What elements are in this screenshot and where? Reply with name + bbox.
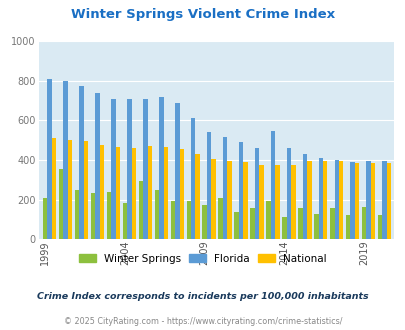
- Bar: [302, 154, 306, 239]
- Bar: [147, 146, 152, 239]
- Bar: [107, 192, 111, 239]
- Bar: [222, 137, 227, 239]
- Bar: [313, 214, 318, 239]
- Bar: [131, 148, 136, 239]
- Bar: [63, 81, 68, 239]
- Bar: [318, 158, 322, 239]
- Bar: [218, 198, 222, 239]
- Bar: [111, 99, 115, 239]
- Bar: [361, 207, 365, 239]
- Bar: [382, 161, 386, 239]
- Bar: [306, 161, 311, 239]
- Bar: [270, 131, 275, 239]
- Bar: [354, 163, 358, 239]
- Bar: [47, 79, 52, 239]
- Bar: [59, 169, 63, 239]
- Bar: [338, 161, 343, 239]
- Bar: [250, 208, 254, 239]
- Bar: [211, 159, 215, 239]
- Bar: [290, 165, 295, 239]
- Bar: [75, 190, 79, 239]
- Bar: [234, 212, 238, 239]
- Bar: [275, 165, 279, 239]
- Legend: Winter Springs, Florida, National: Winter Springs, Florida, National: [79, 254, 326, 264]
- Bar: [115, 147, 120, 239]
- Bar: [91, 193, 95, 239]
- Bar: [139, 181, 143, 239]
- Bar: [100, 145, 104, 239]
- Bar: [350, 162, 354, 239]
- Bar: [202, 205, 207, 239]
- Bar: [127, 99, 131, 239]
- Bar: [175, 103, 179, 239]
- Bar: [190, 118, 195, 239]
- Bar: [238, 142, 243, 239]
- Bar: [143, 99, 147, 239]
- Bar: [297, 208, 302, 239]
- Text: © 2025 CityRating.com - https://www.cityrating.com/crime-statistics/: © 2025 CityRating.com - https://www.city…: [64, 317, 341, 326]
- Bar: [195, 154, 199, 239]
- Bar: [122, 203, 127, 239]
- Text: Winter Springs Violent Crime Index: Winter Springs Violent Crime Index: [71, 8, 334, 21]
- Bar: [159, 97, 163, 239]
- Bar: [243, 162, 247, 239]
- Bar: [79, 86, 84, 239]
- Bar: [386, 163, 390, 239]
- Bar: [365, 161, 370, 239]
- Bar: [84, 141, 88, 239]
- Bar: [266, 201, 270, 239]
- Bar: [43, 198, 47, 239]
- Bar: [52, 138, 56, 239]
- Bar: [329, 208, 334, 239]
- Bar: [259, 165, 263, 239]
- Bar: [345, 214, 350, 239]
- Bar: [322, 161, 327, 239]
- Bar: [207, 132, 211, 239]
- Bar: [186, 201, 190, 239]
- Bar: [154, 190, 159, 239]
- Bar: [377, 214, 382, 239]
- Bar: [370, 163, 374, 239]
- Bar: [179, 149, 183, 239]
- Bar: [281, 217, 286, 239]
- Bar: [254, 148, 259, 239]
- Bar: [286, 148, 290, 239]
- Bar: [68, 140, 72, 239]
- Bar: [227, 161, 231, 239]
- Text: Crime Index corresponds to incidents per 100,000 inhabitants: Crime Index corresponds to incidents per…: [37, 292, 368, 301]
- Bar: [163, 147, 168, 239]
- Bar: [95, 93, 100, 239]
- Bar: [170, 201, 175, 239]
- Bar: [334, 160, 338, 239]
